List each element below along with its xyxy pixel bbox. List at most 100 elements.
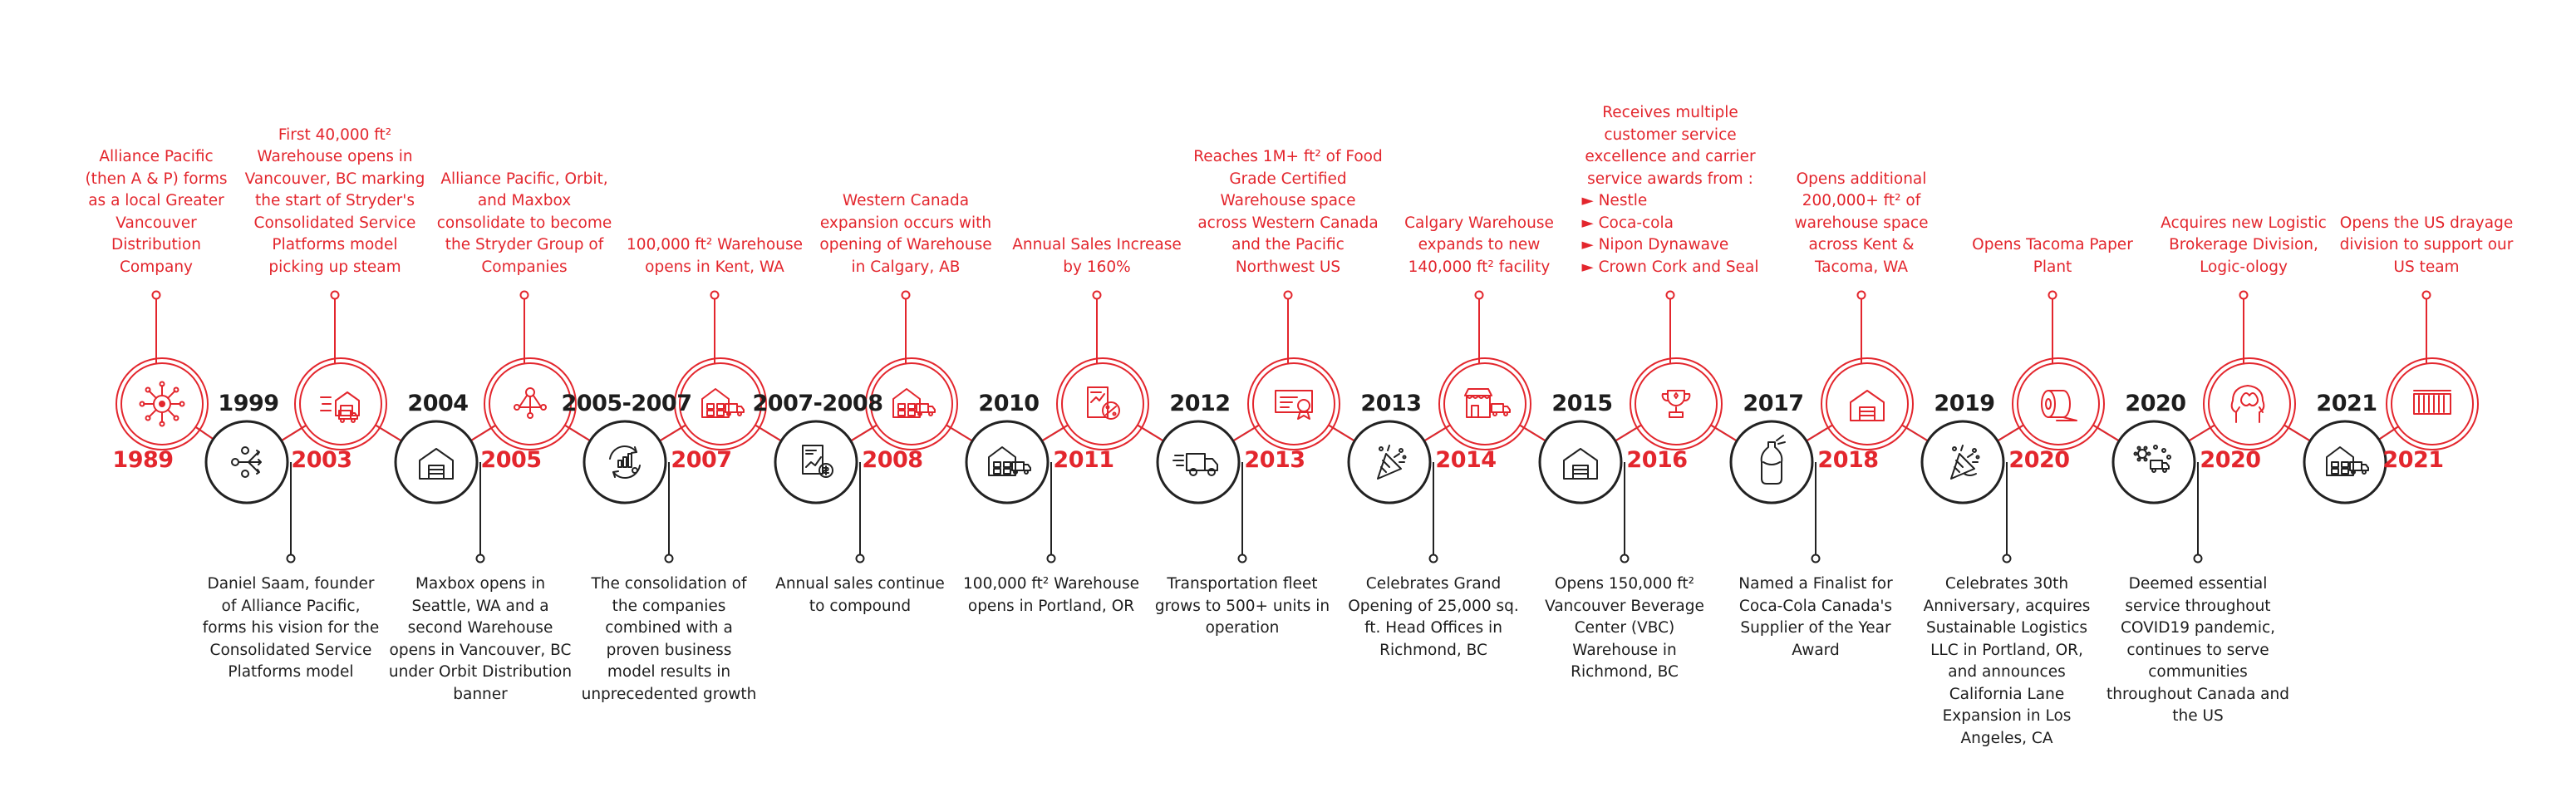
description-line: Annual sales continue xyxy=(775,575,945,593)
description-line: COVID19 pandemic, xyxy=(2120,619,2276,637)
description-line: Warehouse opens in xyxy=(257,148,413,165)
description-line: and Maxbox xyxy=(477,192,572,209)
node-ring xyxy=(1156,420,1241,504)
event-description: Celebrates Grand Opening of 25,000 sq. ft.… xyxy=(1338,573,1529,662)
description-line: Anniversary, acquires xyxy=(1923,597,2091,615)
event-description: Annual sales continue to compound xyxy=(764,573,956,618)
pin-dot xyxy=(286,554,296,563)
pin-dot xyxy=(855,554,865,563)
description-line: service throughout xyxy=(2125,597,2271,615)
event-description: Daniel Saam, founder of Alliance Pacific,… xyxy=(195,573,386,684)
pin-dot xyxy=(1283,290,1293,300)
description-line: combined with a xyxy=(605,619,733,637)
certificate-icon xyxy=(1275,390,1313,420)
pin-dot xyxy=(710,290,720,300)
timeline-node-21 xyxy=(2111,420,2203,563)
description-line: Transportation fleet xyxy=(1167,575,1318,593)
timeline-node-0 xyxy=(116,290,209,450)
description-line: Named a Finalist for xyxy=(1738,575,1893,593)
description-line: as a local Greater xyxy=(88,192,224,209)
timeline-node-10 xyxy=(1056,290,1149,450)
year-label: 2005 xyxy=(480,447,542,473)
description-line: operation xyxy=(1205,619,1280,637)
node-inner-ring xyxy=(1061,362,1144,445)
event-description: Maxbox opens in Seattle, WA and a second W… xyxy=(385,573,576,706)
node-outer-ring xyxy=(2203,357,2296,450)
timeline-node-5 xyxy=(583,420,674,563)
shipping-container-icon xyxy=(2413,390,2451,415)
description-line: by 160% xyxy=(1063,258,1131,276)
timeline-node-22 xyxy=(2203,290,2296,450)
description-line: division to support our xyxy=(2339,236,2514,253)
description-line: Vancouver, BC marking xyxy=(244,170,425,188)
description-line: unprecedented growth xyxy=(581,685,757,703)
description-line: Annual Sales Increase xyxy=(1012,236,1182,253)
award-bullet: ► Nestle xyxy=(1581,192,1648,209)
timeline-node-3 xyxy=(394,420,485,563)
timeline-node-13 xyxy=(1347,420,1438,563)
node-inner-ring xyxy=(1252,362,1335,445)
event-description: Deemed essential service throughout COVID1… xyxy=(2102,573,2293,728)
warehouse-icon xyxy=(419,448,454,480)
node-outer-ring xyxy=(865,357,958,450)
node-inner-ring xyxy=(2017,362,2100,445)
description-line: continues to serve xyxy=(2126,641,2269,659)
node-inner-ring xyxy=(1826,362,1909,445)
description-line: excellence and carrier xyxy=(1585,148,1756,165)
node-outer-ring xyxy=(1438,357,1531,450)
description-line: Tacoma, WA xyxy=(1814,258,1909,276)
description-line: model results in xyxy=(607,663,731,681)
year-label: 1999 xyxy=(218,391,279,416)
description-line: Northwest US xyxy=(1235,258,1341,276)
year-label: 2015 xyxy=(1551,391,1613,416)
node-outer-ring xyxy=(2386,357,2479,450)
pin-dot xyxy=(2239,290,2249,300)
node-ring xyxy=(2111,420,2196,504)
pin-dot xyxy=(1092,290,1102,300)
description-line: LLC in Portland, OR, xyxy=(1930,641,2083,659)
description-line: Opens 150,000 ft² xyxy=(1554,575,1695,593)
delivery-truck-icon xyxy=(1172,453,1218,476)
description-line: Consolidated Service xyxy=(253,214,416,232)
pin-dot xyxy=(1474,290,1484,300)
year-label: 2005-2007 xyxy=(561,391,693,416)
description-line: the US xyxy=(2172,707,2224,725)
year-label: 2016 xyxy=(1626,447,1688,473)
timeline-node-18 xyxy=(1821,290,1914,450)
paper-roll-icon xyxy=(2041,390,2077,421)
year-label: 2007 xyxy=(671,447,732,473)
description-line: Logic-ology xyxy=(2200,258,2288,276)
vision-arrows-icon xyxy=(231,446,262,478)
year-label: 2013 xyxy=(1360,391,1422,416)
description-line: expands to new xyxy=(1418,236,1541,253)
trophy-icon xyxy=(1661,390,1691,418)
bottle-icon xyxy=(1760,435,1786,485)
description-line: Supplier of the Year xyxy=(1740,619,1891,637)
description-line: Consolidated Service xyxy=(209,641,372,659)
description-line: the Stryder Group of xyxy=(445,236,604,253)
year-label: 2007-2008 xyxy=(752,391,884,416)
year-label: 2017 xyxy=(1743,391,1804,416)
pin-dot xyxy=(2193,554,2203,563)
description-line: Grade Certified xyxy=(1229,170,1347,188)
growth-cycle-icon xyxy=(609,445,641,479)
description-line: ft. Head Offices in xyxy=(1364,619,1502,637)
year-label: 2013 xyxy=(1244,447,1305,473)
node-inner-ring xyxy=(299,362,382,445)
sales-report-icon xyxy=(802,445,833,478)
description-line: Award xyxy=(1792,641,1840,659)
description-line: opens in Portland, OR xyxy=(967,597,1135,615)
pin-dot xyxy=(1665,290,1675,300)
event-description: First 40,000 ft² Warehouse opens in Vanco… xyxy=(239,125,430,279)
description-line: consolidate to become xyxy=(436,214,612,232)
merge-network-icon xyxy=(514,387,547,419)
event-description: Calgary Warehouse expands to new 140,000 f… xyxy=(1384,213,1575,279)
timeline-node-4 xyxy=(484,290,577,450)
description-line: Seattle, WA and a xyxy=(411,597,549,615)
event-description: Western Canada expansion occurs with openi… xyxy=(810,190,1001,278)
description-line: Richmond, BC xyxy=(1571,663,1679,681)
year-label: 2014 xyxy=(1435,447,1497,473)
description-line: Warehouse space xyxy=(1220,192,1356,209)
pin-dot xyxy=(151,290,161,300)
node-ring xyxy=(394,420,479,504)
